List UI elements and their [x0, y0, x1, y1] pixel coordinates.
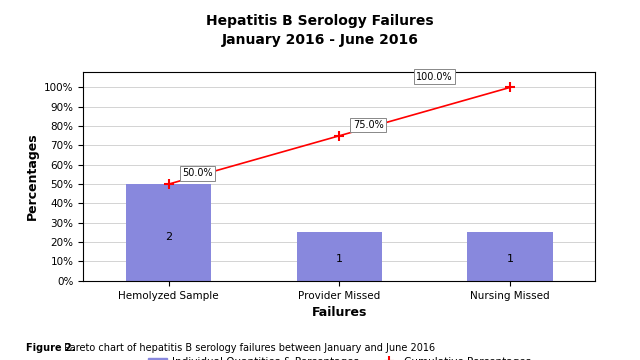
Bar [296, 233, 382, 281]
Bar [467, 233, 552, 281]
Text: 75.0%: 75.0% [353, 120, 383, 130]
X-axis label: Failures: Failures [312, 306, 367, 319]
Text: Pareto chart of hepatitis B serology failures between January and June 2016: Pareto chart of hepatitis B serology fai… [61, 343, 435, 353]
Text: Hepatitis B Serology Failures
January 2016 - June 2016: Hepatitis B Serology Failures January 20… [206, 14, 434, 47]
Text: 1: 1 [506, 254, 513, 264]
Text: 50.0%: 50.0% [182, 168, 213, 178]
Text: 2: 2 [165, 232, 172, 242]
Text: Figure 2.: Figure 2. [26, 343, 75, 353]
Text: 1: 1 [336, 254, 342, 264]
Text: 100.0%: 100.0% [416, 72, 452, 82]
Legend: Individual Quantities & Percentages, Cumulative Percentages: Individual Quantities & Percentages, Cum… [143, 353, 535, 360]
Bar [126, 184, 211, 281]
Y-axis label: Percentages: Percentages [26, 132, 38, 220]
